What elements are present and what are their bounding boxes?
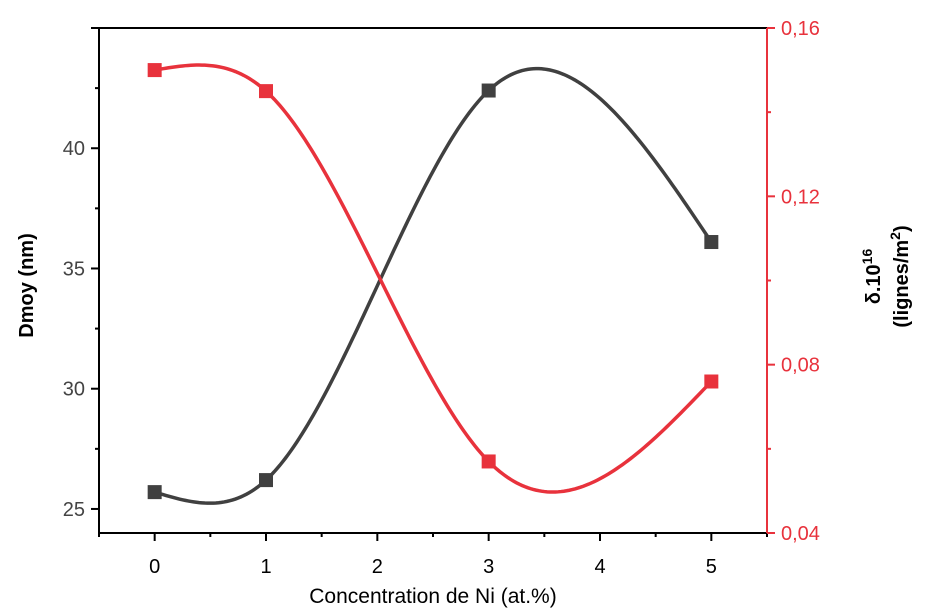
right-y-axis-title-unit-exponent: 2 — [887, 232, 903, 240]
ticks-layer: 0 1 2 3 4 5 25 30 35 40 0,04 0,08 0,12 0,16 — [63, 18, 820, 578]
dmoy-series-line — [154, 66, 713, 505]
right-y-tick-label: 0,08 — [781, 355, 820, 377]
delta-data-point — [481, 454, 496, 469]
right-y-axis-title-exponent: 16 — [859, 249, 875, 265]
svg-text:δ.1016: δ.1016 — [859, 249, 885, 305]
right-y-axis-title-unit-close: ) — [891, 225, 913, 232]
right-y-tick-label: 0,04 — [781, 523, 820, 545]
x-tick-label: 0 — [149, 556, 160, 578]
right-y-tick-label: 0,16 — [781, 18, 820, 40]
right-y-axis-title-unit: (lignes/m — [891, 240, 913, 328]
x-tick-label: 3 — [483, 556, 494, 578]
x-tick-label: 2 — [372, 556, 383, 578]
dmoy-data-point — [259, 473, 273, 488]
delta-data-point — [704, 374, 719, 389]
right-y-axis-title: δ.1016 (lignes/m2) — [859, 225, 913, 327]
left-y-tick-label: 25 — [63, 499, 85, 521]
x-tick-label: 4 — [594, 556, 605, 578]
left-y-tick-label: 40 — [63, 138, 85, 160]
dmoy-data-point — [704, 235, 719, 250]
right-y-tick-label: 0,12 — [781, 186, 820, 208]
delta-series-line — [154, 63, 713, 494]
delta-data-point — [147, 63, 162, 78]
left-y-axis-title: Dmoy (nm) — [16, 233, 38, 337]
right-y-axis-title-main: δ.10 — [863, 264, 885, 304]
left-y-tick-label: 30 — [63, 379, 85, 401]
series-layer — [147, 63, 719, 505]
x-tick-label: 5 — [706, 556, 717, 578]
x-tick-label: 1 — [260, 556, 271, 578]
svg-text:(lignes/m2): (lignes/m2) — [887, 225, 913, 327]
left-y-tick-label: 35 — [63, 258, 85, 280]
plot-frame — [98, 27, 768, 534]
x-axis-title: Concentration de Ni (at.%) — [309, 585, 556, 608]
dmoy-data-point — [147, 485, 162, 500]
delta-data-point — [259, 84, 273, 99]
dmoy-data-point — [481, 83, 496, 98]
